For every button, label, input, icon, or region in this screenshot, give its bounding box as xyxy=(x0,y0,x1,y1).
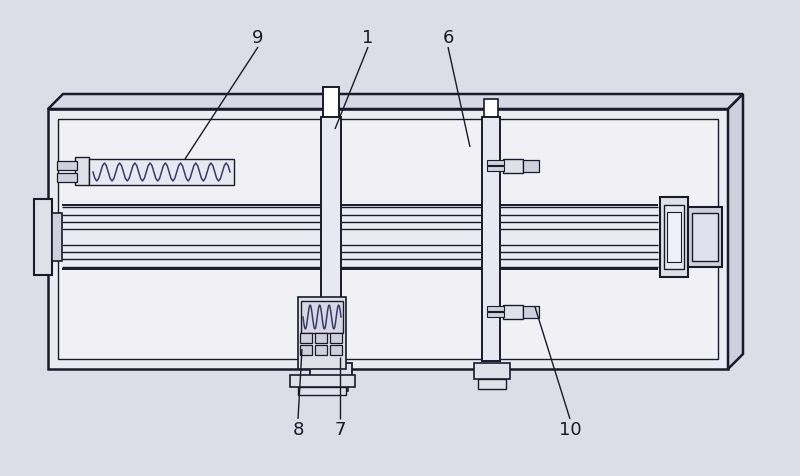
Bar xyxy=(321,118,341,361)
Bar xyxy=(688,208,722,268)
Polygon shape xyxy=(728,95,743,369)
Bar xyxy=(523,161,539,173)
Bar xyxy=(62,206,658,269)
Text: 8: 8 xyxy=(292,420,304,438)
Bar xyxy=(503,306,523,319)
Bar xyxy=(298,387,346,395)
Bar xyxy=(57,162,77,170)
Bar xyxy=(323,88,339,123)
Bar xyxy=(692,214,718,261)
Text: 1: 1 xyxy=(362,29,374,47)
Bar xyxy=(484,100,498,122)
Text: 6: 6 xyxy=(442,29,454,47)
Bar xyxy=(667,213,681,262)
Bar xyxy=(89,159,234,186)
Bar xyxy=(660,198,688,278)
Bar xyxy=(503,159,523,174)
Bar xyxy=(314,381,348,391)
Bar xyxy=(482,118,500,361)
Bar xyxy=(58,120,718,359)
Bar xyxy=(487,312,504,317)
Bar xyxy=(300,345,312,355)
Bar xyxy=(330,345,342,355)
Bar xyxy=(34,199,52,276)
Bar xyxy=(290,375,355,387)
Bar xyxy=(310,363,352,381)
Bar xyxy=(664,206,684,269)
Bar xyxy=(523,307,539,318)
Polygon shape xyxy=(48,95,743,110)
Bar xyxy=(57,174,77,183)
Bar xyxy=(474,363,510,379)
Bar xyxy=(298,298,346,369)
Text: 7: 7 xyxy=(334,420,346,438)
Bar xyxy=(487,307,504,311)
Bar xyxy=(487,167,504,172)
Bar xyxy=(48,110,728,369)
Bar xyxy=(487,161,504,166)
Bar xyxy=(315,345,327,355)
Bar xyxy=(330,333,342,343)
Text: 10: 10 xyxy=(558,420,582,438)
Text: 9: 9 xyxy=(252,29,264,47)
Bar xyxy=(301,301,343,333)
Bar xyxy=(315,333,327,343)
Bar xyxy=(300,333,312,343)
Bar xyxy=(478,379,506,389)
Bar xyxy=(75,158,89,186)
Bar xyxy=(52,214,62,261)
